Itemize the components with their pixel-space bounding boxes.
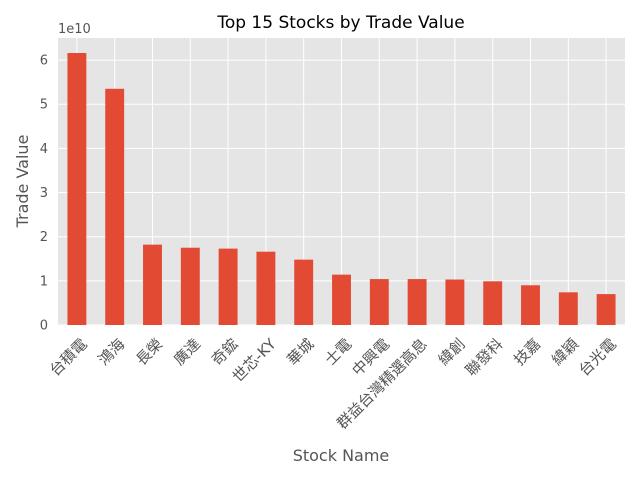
- bar: [407, 279, 427, 325]
- x-tick-label: 聯發科: [462, 335, 507, 380]
- bar: [445, 279, 465, 325]
- x-tick-label: 台光電: [575, 335, 620, 380]
- x-tick-label: 技嘉: [510, 335, 544, 369]
- x-tick-label: 世芯-KY: [229, 334, 280, 385]
- bar: [218, 248, 238, 325]
- x-axis-label: Stock Name: [293, 446, 390, 465]
- bar: [294, 259, 314, 325]
- bar: [256, 251, 276, 325]
- y-tick-label: 2: [40, 230, 48, 245]
- bar: [67, 53, 87, 326]
- x-tick-label: 台積電: [46, 335, 91, 380]
- bar: [143, 244, 162, 325]
- bar: [180, 247, 200, 325]
- y-axis-label: Trade Value: [13, 135, 32, 229]
- y-tick-label: 3: [40, 186, 48, 201]
- bar: [483, 281, 503, 325]
- bar: [369, 279, 389, 325]
- grid-lines: [58, 38, 625, 326]
- bar: [105, 88, 125, 326]
- chart-title: Top 15 Stocks by Trade Value: [216, 13, 464, 33]
- y-offset-text: 1e10: [58, 22, 91, 37]
- x-tick-label: 廣達: [170, 335, 204, 369]
- x-tick-label: 鴻海: [94, 335, 128, 369]
- bar: [596, 294, 616, 325]
- x-tick-label: 長榮: [132, 335, 166, 369]
- y-tick-label: 6: [40, 54, 48, 69]
- y-tick-label: 1: [40, 274, 48, 289]
- bar: [558, 292, 578, 325]
- y-tick-label: 4: [40, 142, 48, 157]
- bars: [67, 53, 616, 326]
- y-tick-label: 5: [40, 98, 48, 113]
- x-tick-label: 華城: [283, 335, 317, 369]
- bar: [332, 274, 351, 325]
- y-tick-label: 0: [40, 319, 48, 334]
- y-tick-labels: 0 1 2 3 4 5 6: [40, 54, 48, 334]
- bar: [521, 285, 540, 325]
